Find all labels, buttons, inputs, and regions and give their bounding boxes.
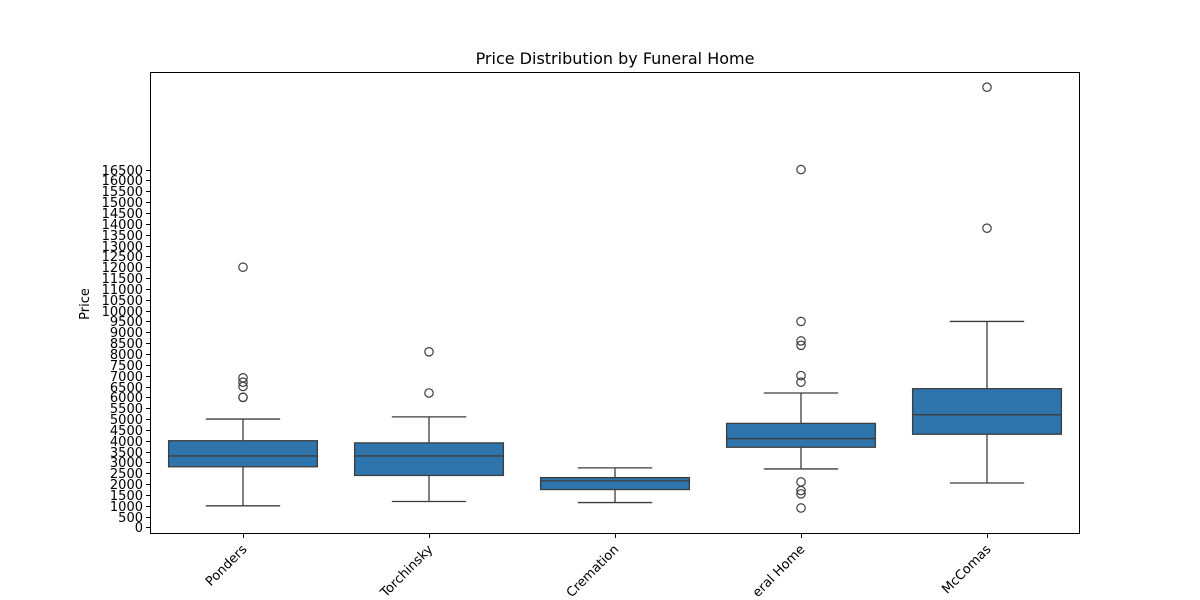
iqr-box	[911, 388, 1063, 435]
outlier-point	[238, 381, 248, 392]
y-tick-label: 4500	[110, 424, 143, 439]
outlier-point	[796, 485, 806, 496]
outlier-point	[796, 316, 806, 327]
outlier-point	[238, 377, 248, 387]
y-tick-label: 16500	[102, 164, 143, 179]
outlier-point	[796, 370, 806, 381]
x-axis: Ponders Torchinsky Cremation eral Home McCom…	[203, 534, 994, 600]
y-tick-label: 2000	[110, 478, 143, 493]
x-tick-label: eral Home	[750, 542, 808, 600]
boxes-group	[167, 82, 1063, 513]
iqr-box	[353, 442, 505, 477]
y-tick-label: 11000	[102, 283, 143, 298]
y-tick-label: 7000	[110, 370, 143, 385]
y-axis: 0500100015002000250030003500400045005000…	[102, 164, 150, 536]
outlier-point	[796, 477, 806, 487]
y-tick-label: 14000	[102, 218, 143, 233]
plot-frame	[150, 72, 1080, 534]
outlier-point	[796, 164, 806, 175]
y-tick-label: 500	[118, 511, 143, 526]
y-tick-label: 15000	[102, 196, 143, 211]
y-tick-label: 1500	[110, 489, 143, 504]
y-tick-label: 2500	[110, 467, 143, 482]
iqr-box	[725, 422, 877, 448]
box-1	[353, 347, 505, 503]
box-4	[911, 82, 1063, 484]
y-tick-label: 8500	[110, 337, 143, 352]
x-tick-label: Cremation	[564, 542, 622, 600]
outlier-point	[424, 388, 434, 398]
outlier-point	[238, 262, 248, 273]
x-tick-label: McComas	[939, 542, 994, 597]
box-3	[725, 164, 877, 513]
y-tick-label: 8000	[110, 348, 143, 363]
y-tick-label: 10500	[102, 294, 143, 309]
y-tick-label: 15500	[102, 185, 143, 200]
y-tick-label: 13500	[102, 229, 143, 244]
outlier-point	[982, 223, 992, 233]
y-tick-label: 9500	[110, 315, 143, 330]
y-tick-label: 6000	[110, 391, 143, 406]
y-axis-label: Price	[78, 288, 93, 320]
y-tick-label: 11500	[102, 272, 143, 287]
y-tick-label: 12500	[102, 250, 143, 265]
y-tick-label: 3000	[110, 456, 143, 471]
outlier-point	[796, 489, 806, 499]
outlier-point	[796, 503, 806, 513]
y-tick-label: 6500	[110, 381, 143, 396]
y-tick-label: 5000	[110, 413, 143, 428]
x-tick-label: Ponders	[203, 542, 250, 589]
y-tick-label: 10000	[102, 305, 143, 320]
outlier-point	[796, 336, 806, 346]
outlier-point	[238, 392, 248, 403]
outlier-point	[424, 347, 434, 357]
y-tick-label: 16000	[102, 174, 143, 189]
y-tick-label: 13000	[102, 240, 143, 255]
outlier-point	[982, 82, 992, 92]
y-tick-label: 4000	[110, 435, 143, 450]
y-tick-label: 12000	[102, 261, 143, 276]
outlier-point	[796, 340, 806, 351]
outlier-point	[796, 377, 806, 387]
y-tick-label: 1000	[110, 500, 143, 515]
box-2	[539, 467, 691, 504]
y-tick-label: 3500	[110, 446, 143, 461]
iqr-box	[539, 476, 691, 491]
y-tick-label: 9000	[110, 326, 143, 341]
x-tick-label: Torchinsky	[377, 542, 436, 600]
y-tick-label: 0	[135, 521, 143, 536]
y-tick-label: 14500	[102, 207, 143, 222]
iqr-box	[167, 440, 319, 468]
y-tick-label: 7500	[110, 359, 143, 374]
box-0	[167, 262, 319, 507]
chart-title: Price Distribution by Funeral Home	[476, 49, 755, 68]
y-tick-label: 5500	[110, 402, 143, 417]
